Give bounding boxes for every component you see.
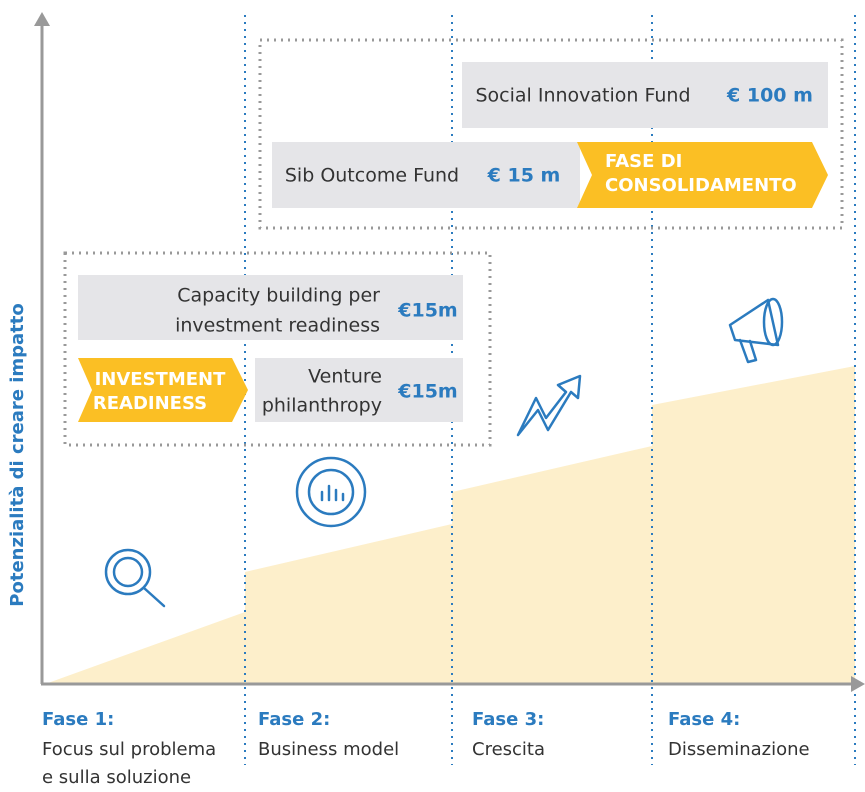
stage-chevron bbox=[78, 358, 248, 422]
stage-label: FASE DI bbox=[605, 151, 682, 172]
axis-label: Potenzialità di creare impatto bbox=[7, 303, 28, 606]
fund-box bbox=[78, 275, 463, 340]
phase-desc: Crescita bbox=[472, 739, 545, 760]
magnifier-icon bbox=[104, 548, 166, 608]
stage-label: INVESTMENT bbox=[95, 369, 227, 390]
fund-name: philanthropy bbox=[262, 395, 382, 417]
fund-box bbox=[255, 358, 463, 422]
fund-name: investment readiness bbox=[175, 315, 380, 337]
fund-amount: € 15 m bbox=[487, 165, 561, 187]
impact-area bbox=[48, 366, 855, 683]
fund-amount: € 100 m bbox=[726, 85, 813, 107]
growth-icon bbox=[516, 374, 582, 437]
phase-title: Fase 4: bbox=[668, 709, 740, 730]
stage-label: READINESS bbox=[93, 393, 207, 414]
phase-dividers bbox=[244, 15, 856, 765]
phase-desc: Business model bbox=[258, 739, 399, 760]
fund-box bbox=[462, 62, 828, 128]
phase-title: Fase 3: bbox=[472, 709, 544, 730]
fund-name: Venture bbox=[308, 366, 382, 388]
y-arrow bbox=[34, 12, 50, 26]
phase-title: Fase 2: bbox=[258, 709, 330, 730]
x-arrow bbox=[851, 676, 865, 692]
fund-box bbox=[272, 142, 580, 208]
stage-label: CONSOLIDAMENTO bbox=[605, 175, 797, 196]
phase-desc: Disseminazione bbox=[668, 739, 810, 760]
phase-desc: Focus sul problema bbox=[42, 739, 216, 760]
fund-name: Social Innovation Fund bbox=[475, 85, 690, 107]
stage-chevron bbox=[577, 142, 828, 208]
axes bbox=[40, 22, 858, 686]
fund-name: Sib Outcome Fund bbox=[285, 165, 459, 187]
phase-desc: e sulla soluzione bbox=[42, 767, 191, 788]
phase-title: Fase 1: bbox=[42, 709, 114, 730]
fund-amount: €15m bbox=[397, 381, 457, 403]
megaphone-icon bbox=[728, 297, 784, 364]
chart-icon bbox=[295, 456, 367, 528]
fund-name: Capacity building per bbox=[177, 285, 380, 307]
fund-amount: €15m bbox=[397, 300, 457, 322]
